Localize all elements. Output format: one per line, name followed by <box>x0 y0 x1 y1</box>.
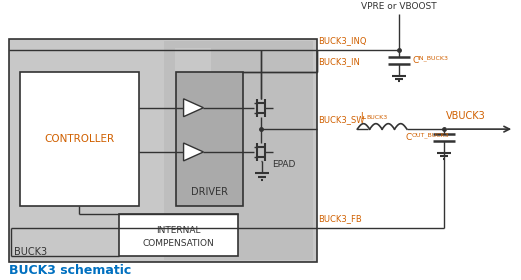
Bar <box>175 48 212 74</box>
Text: INTERNAL: INTERNAL <box>156 226 201 235</box>
Bar <box>9 39 317 262</box>
Text: C: C <box>413 56 419 65</box>
Text: CONTROLLER: CONTROLLER <box>44 134 115 144</box>
Text: BUCK3: BUCK3 <box>366 115 388 120</box>
Bar <box>168 67 290 211</box>
Text: BUCK3: BUCK3 <box>14 247 47 257</box>
Text: C: C <box>406 133 412 142</box>
Text: VBUCK3: VBUCK3 <box>445 111 486 121</box>
Text: OUT_BUCK3: OUT_BUCK3 <box>412 133 450 138</box>
Bar <box>164 41 313 260</box>
Polygon shape <box>183 99 203 117</box>
Text: DRIVER: DRIVER <box>191 187 228 197</box>
Text: BUCK3_INQ: BUCK3_INQ <box>318 36 367 45</box>
Text: IN_BUCK3: IN_BUCK3 <box>418 55 449 61</box>
Bar <box>176 72 243 206</box>
Text: BUCK3_IN: BUCK3_IN <box>318 58 361 67</box>
Text: L: L <box>360 112 365 121</box>
Text: BUCK3_FB: BUCK3_FB <box>318 214 362 223</box>
Polygon shape <box>183 143 203 161</box>
Bar <box>20 72 139 206</box>
Text: VPRE or VBOOST: VPRE or VBOOST <box>361 2 437 11</box>
Text: BUCK3_SW: BUCK3_SW <box>318 115 365 124</box>
Text: BUCK3 schematic: BUCK3 schematic <box>9 263 131 277</box>
Text: COMPENSATION: COMPENSATION <box>143 239 215 248</box>
Text: EPAD: EPAD <box>272 160 295 169</box>
Bar <box>119 214 238 256</box>
